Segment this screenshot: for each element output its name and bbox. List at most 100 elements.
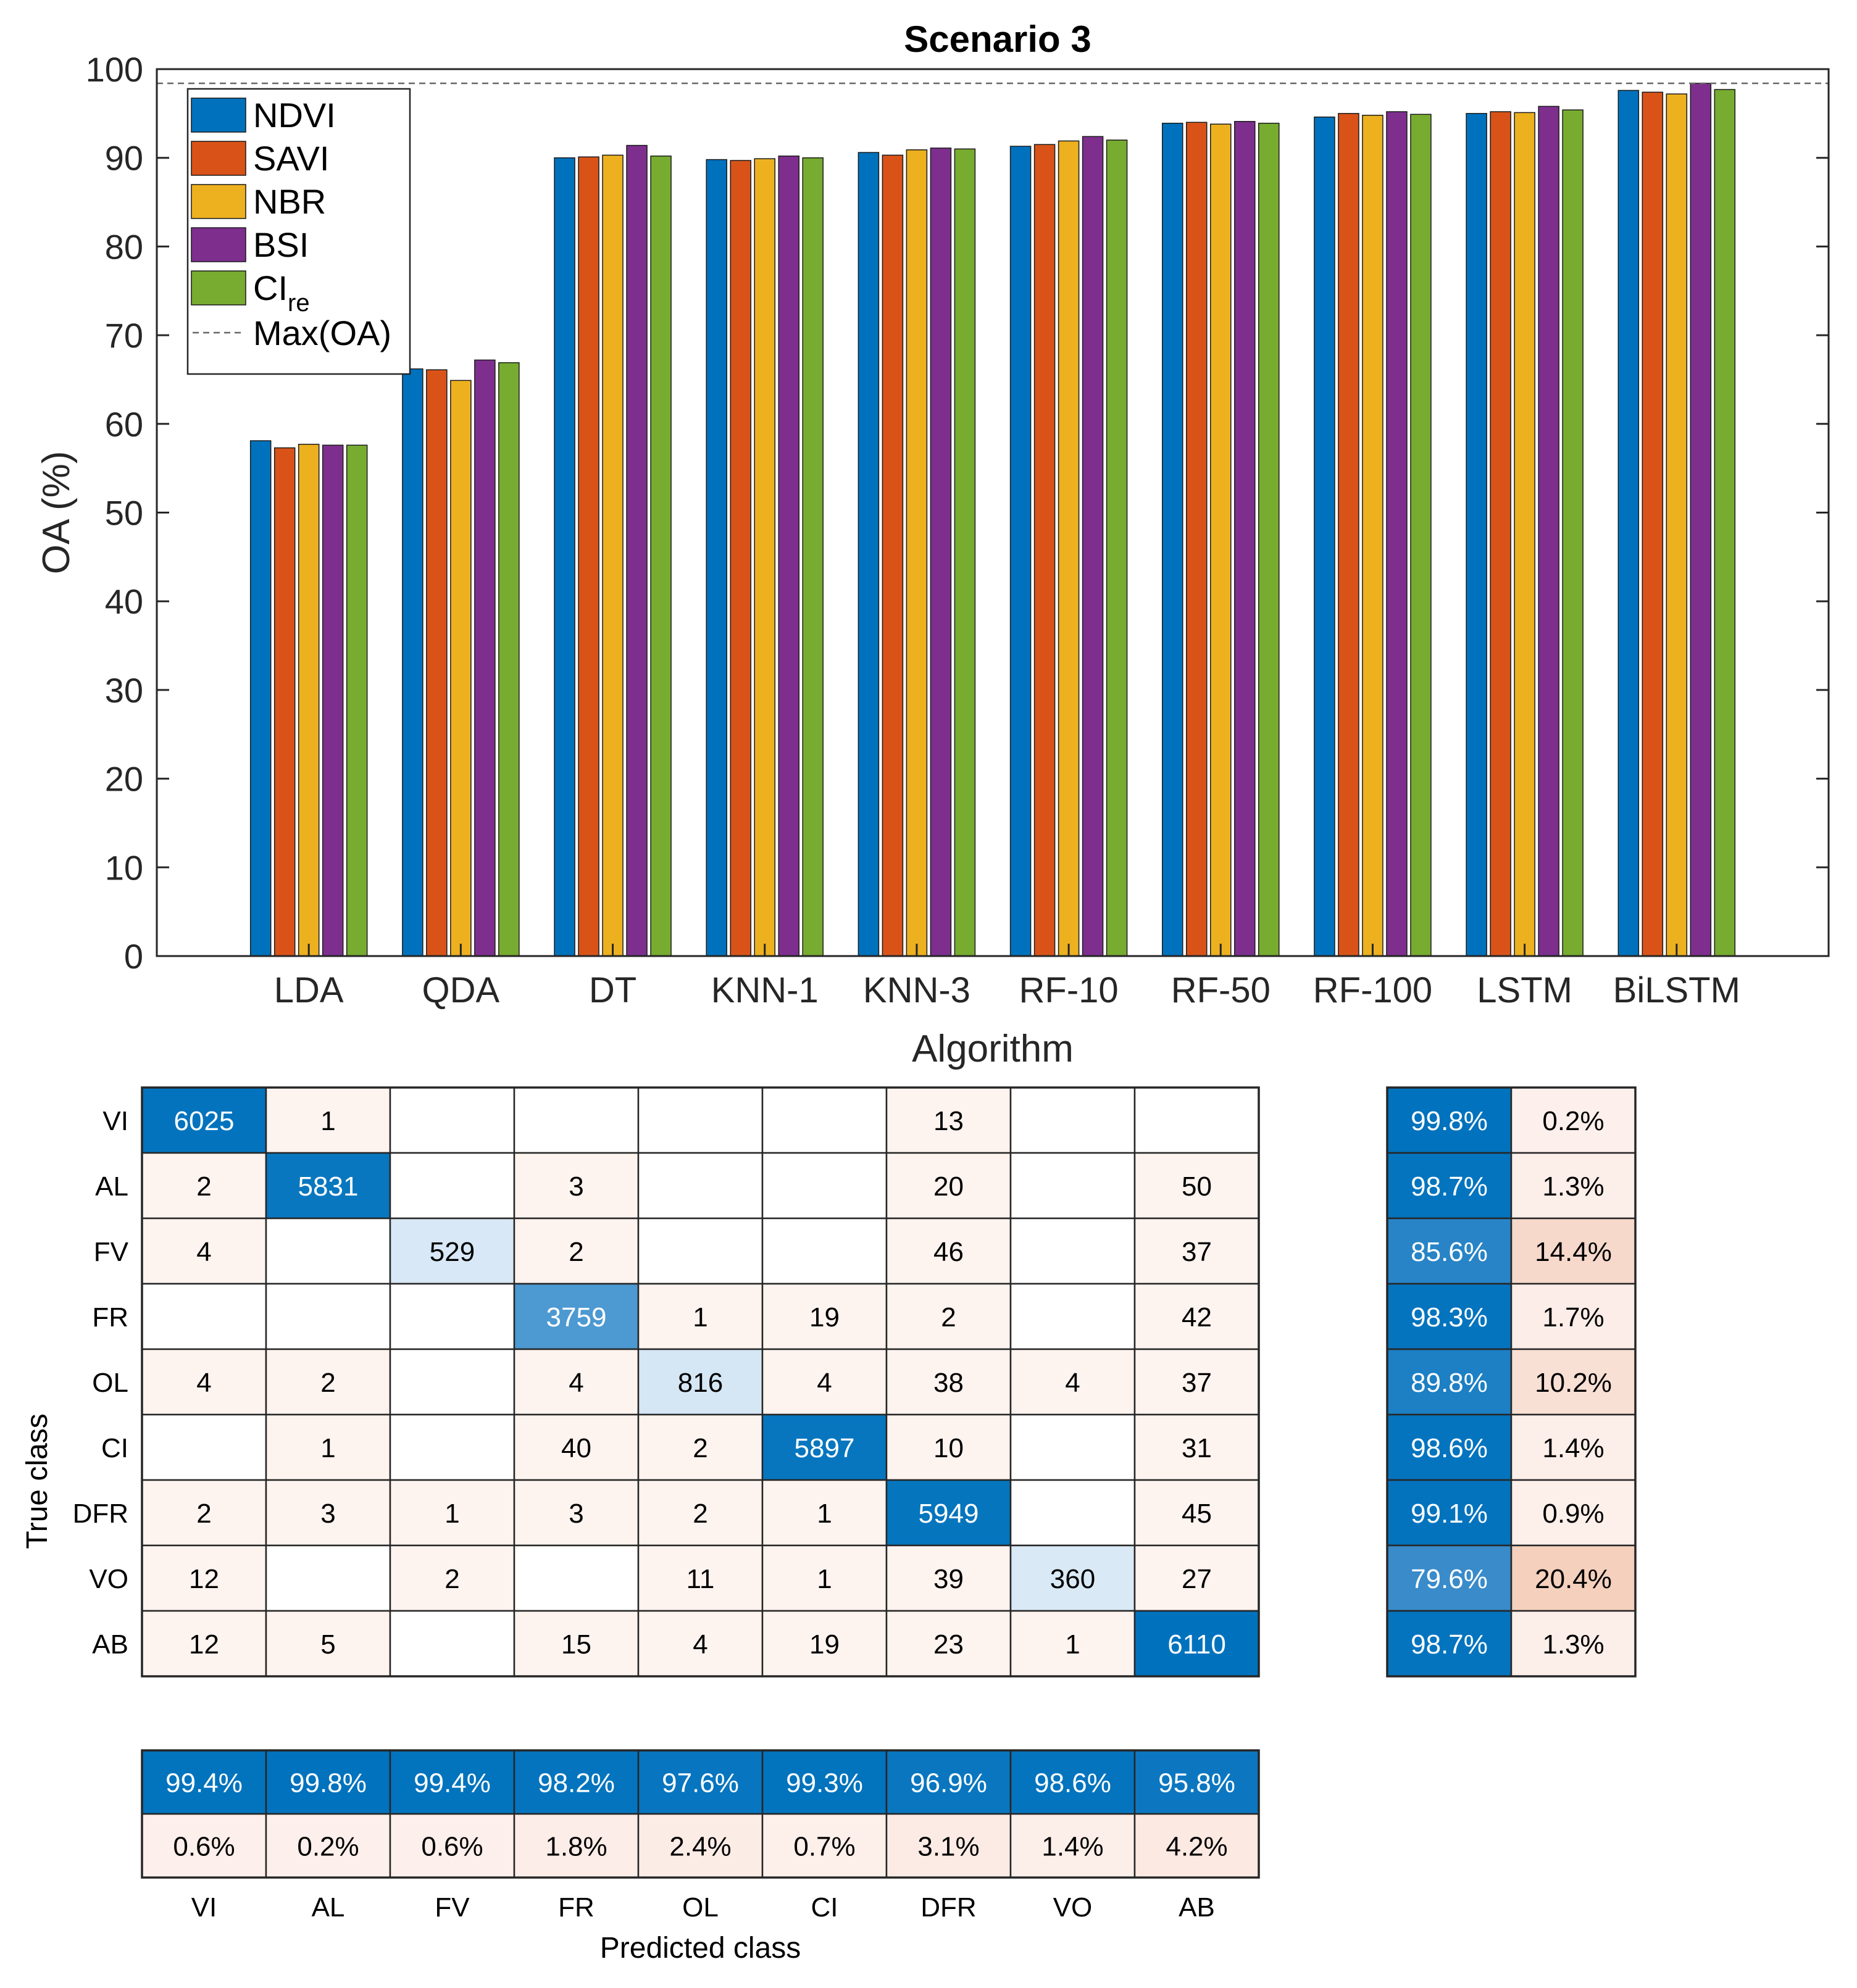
row-summary-incorrect-value: 14.4% bbox=[1535, 1237, 1612, 1267]
cm-cell bbox=[1133, 1348, 1260, 1416]
bar-savi-rf-10 bbox=[1033, 144, 1056, 957]
column-summary-incorrect-cell bbox=[141, 1813, 267, 1879]
column-summary: 99.4% 0.6% 99.8% 0.2% 99.4% 0.6% 98.2% 1.8% 97.6… bbox=[141, 1749, 1260, 1879]
cm-cell bbox=[265, 1217, 391, 1285]
y-axis-ticks: 0 10 20 30 40 50 60 70 80 90 100 bbox=[86, 50, 1829, 976]
true-class-tick-label: OL bbox=[92, 1368, 128, 1398]
legend-label-ndvi: NDVI bbox=[253, 96, 336, 135]
y-tick-label: 70 bbox=[105, 316, 143, 355]
column-summary-incorrect-cell bbox=[761, 1813, 888, 1879]
row-summary-correct-value: 79.6% bbox=[1411, 1564, 1488, 1594]
row-summary-incorrect-value: 1.3% bbox=[1542, 1171, 1604, 1202]
y-tick-label: 30 bbox=[105, 671, 143, 710]
cm-cell-value: 3759 bbox=[546, 1302, 607, 1333]
bar-ndvi-lstm bbox=[1466, 113, 1487, 957]
row-summary-incorrect-value: 10.2% bbox=[1535, 1368, 1612, 1398]
column-summary-correct-cell bbox=[1133, 1749, 1260, 1815]
column-summary-correct-value: 99.4% bbox=[414, 1768, 491, 1799]
cm-cell bbox=[265, 1152, 391, 1220]
cm-cell bbox=[265, 1610, 391, 1678]
column-summary-incorrect-cell bbox=[885, 1813, 1012, 1879]
bar-bsi-knn-3 bbox=[930, 148, 952, 957]
cm-cell bbox=[885, 1152, 1012, 1220]
cm-cell-value: 31 bbox=[1182, 1433, 1212, 1463]
bar-ci-knn-3 bbox=[954, 148, 976, 957]
cm-cell bbox=[761, 1413, 888, 1481]
x-axis-label: Algorithm bbox=[912, 1028, 1074, 1070]
cm-cell-value: 529 bbox=[430, 1237, 475, 1267]
cm-cell bbox=[885, 1348, 1012, 1416]
bar-bsi-bilstm bbox=[1690, 83, 1712, 957]
true-class-tick-label: AL bbox=[95, 1171, 128, 1202]
column-summary-incorrect-cell bbox=[389, 1813, 515, 1879]
cm-cell bbox=[141, 1283, 267, 1350]
bar-savi-bilstm bbox=[1642, 91, 1664, 957]
column-summary-correct-cell bbox=[265, 1749, 391, 1815]
legend-label-subscript: re bbox=[288, 289, 310, 317]
cm-cell bbox=[1133, 1283, 1260, 1350]
cm-cell-value: 1 bbox=[817, 1564, 832, 1594]
cm-cell-value: 39 bbox=[933, 1564, 964, 1594]
y-tick-label: 100 bbox=[86, 50, 143, 89]
true-class-label: True class bbox=[21, 1413, 54, 1549]
row-summary-correct-cell bbox=[1386, 1152, 1513, 1220]
cm-cell-value: 5 bbox=[320, 1629, 335, 1660]
cm-cell-value: 3 bbox=[569, 1171, 583, 1202]
row-summary-incorrect-cell bbox=[1510, 1217, 1637, 1285]
row-summary-correct-cell bbox=[1386, 1413, 1513, 1481]
row-summary-incorrect-value: 1.7% bbox=[1542, 1302, 1604, 1333]
cm-cell-value: 2 bbox=[196, 1499, 211, 1529]
cm-cell-value: 20 bbox=[933, 1171, 964, 1202]
cm-cell-value: 23 bbox=[933, 1629, 964, 1660]
cm-cell-value: 27 bbox=[1182, 1564, 1212, 1594]
cm-cell-value: 19 bbox=[809, 1302, 840, 1333]
cm-cell bbox=[761, 1086, 888, 1154]
bar-savi-rf-50 bbox=[1186, 122, 1208, 957]
bar-ndvi-lda bbox=[249, 440, 272, 957]
column-summary-correct-value: 99.8% bbox=[290, 1768, 367, 1799]
column-summary-incorrect-cell bbox=[1133, 1813, 1260, 1879]
row-summary-incorrect-value: 0.9% bbox=[1542, 1499, 1604, 1529]
row-summary-correct-value: 99.1% bbox=[1411, 1499, 1488, 1529]
bar-bsi-rf-50 bbox=[1234, 121, 1256, 957]
class-labels: VI VI AL AL FV FV FR FR OL OL CI CI DFR DFR VO VO AB AB bbox=[73, 1106, 1215, 1923]
true-class-tick-label: FV bbox=[94, 1237, 129, 1267]
predicted-class-tick-label: AB bbox=[1179, 1892, 1215, 1923]
cm-cell-value: 50 bbox=[1182, 1171, 1212, 1202]
cm-cell-value: 6110 bbox=[1167, 1629, 1226, 1660]
cm-cell-value: 19 bbox=[809, 1629, 840, 1660]
legend-label-nbr: NBR bbox=[253, 182, 326, 221]
cm-cell-value: 1 bbox=[817, 1499, 832, 1529]
x-tick-label: KNN-3 bbox=[863, 970, 970, 1010]
y-axis-label: OA (%) bbox=[35, 451, 78, 575]
y-tick-label: 20 bbox=[105, 760, 143, 799]
legend-swatch-ci bbox=[191, 270, 246, 306]
cm-cell-value: 6025 bbox=[174, 1106, 235, 1136]
true-class-tick-label: AB bbox=[92, 1629, 128, 1660]
cm-cell bbox=[1009, 1544, 1136, 1612]
true-class-tick-label: CI bbox=[101, 1433, 128, 1463]
x-tick-label: LDA bbox=[274, 970, 344, 1010]
column-summary-incorrect-cell bbox=[265, 1813, 391, 1879]
cm-outer-border bbox=[141, 1086, 1260, 1678]
row-summary-correct-cell bbox=[1386, 1283, 1513, 1350]
cm-cell bbox=[1133, 1544, 1260, 1612]
cm-cell-value: 4 bbox=[196, 1368, 211, 1398]
y-tick-label: 0 bbox=[124, 937, 143, 976]
cm-cell bbox=[141, 1086, 267, 1154]
y-tick-label: 40 bbox=[105, 582, 143, 621]
row-summary-incorrect-cell bbox=[1510, 1086, 1637, 1154]
chart-title: Scenario 3 bbox=[904, 19, 1091, 60]
bar-bsi-qda bbox=[474, 359, 496, 957]
cm-cell bbox=[141, 1610, 267, 1678]
bar-ci-lstm bbox=[1562, 109, 1584, 957]
cm-cell bbox=[761, 1217, 888, 1285]
bar-savi-rf-100 bbox=[1338, 113, 1359, 957]
predicted-class-tick-label: CI bbox=[811, 1892, 838, 1923]
x-tick-label: QDA bbox=[422, 970, 500, 1010]
bar-nbr-qda bbox=[450, 380, 472, 957]
cm-cell bbox=[1009, 1610, 1136, 1678]
cm-cell bbox=[885, 1544, 1012, 1612]
cm-cell-value: 5831 bbox=[298, 1171, 359, 1202]
